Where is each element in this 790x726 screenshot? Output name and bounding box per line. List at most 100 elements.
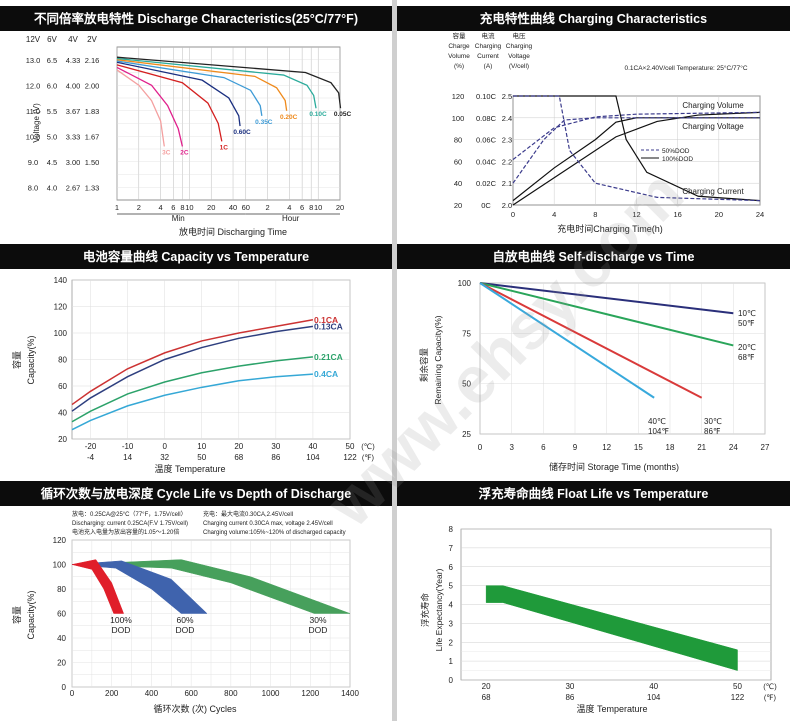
selfdis-x-tick: 9 [573, 443, 578, 452]
charging-x-tick: 0 [511, 210, 515, 219]
discharge-hour-label: Hour [282, 214, 300, 223]
discharge-curve-0.10C [116, 57, 317, 109]
float-unit-c: (℃) [763, 682, 777, 691]
captemp-x-tick-f: 68 [234, 453, 243, 462]
discharge-voltage-tick: 12.0 [26, 81, 41, 90]
cycle-note: Charging current 0.30CA max, voltage 2.4… [203, 521, 333, 527]
float-y-tick: 7 [449, 544, 454, 553]
cycle-x-tick: 1000 [262, 689, 280, 698]
cycle-label-dod: DOD [176, 625, 195, 635]
float-ylabel-en: Life Expectancy(Year) [434, 568, 444, 651]
charging-head-capacity: Volume [448, 53, 470, 60]
cycle-y-tick: 40 [57, 634, 66, 643]
selfdis-y-tick: 75 [462, 329, 471, 338]
discharge-ylabel: Voltage (V) [32, 103, 41, 143]
charging-current-tick: 0.08C [476, 114, 497, 123]
selfdis-label-c: 40℃ [648, 417, 666, 426]
cycle-x-tick: 200 [105, 689, 119, 698]
float-x-tick-f: 68 [482, 693, 491, 702]
discharge-voltage-tick: 4.00 [66, 81, 81, 90]
charging-current-tick: 0C [481, 201, 491, 210]
discharge-voltage-tick: 4.33 [66, 56, 81, 65]
float-x-tick-c: 50 [733, 682, 742, 691]
discharge-curve-0.20C [116, 59, 288, 111]
charging-head-capacity: Charge [448, 43, 470, 50]
float-y-tick: 8 [449, 525, 454, 534]
captemp-x-tick-f: 122 [343, 453, 357, 462]
cycle-ylabel-cn: 容量 [11, 606, 22, 624]
discharge-bar [0, 6, 392, 31]
charging-head-voltage: 电压 [513, 31, 527, 40]
charging-current-tick: 0.10C [476, 92, 497, 101]
captemp-unit-f: (℉) [362, 453, 375, 462]
discharge-col-head: 4V [68, 35, 78, 44]
captemp-x-tick-f: 104 [306, 453, 320, 462]
charging-volume-label: Charging Volume [682, 101, 744, 110]
selfdis-label-f: 68℉ [738, 353, 755, 362]
float-xlabel: 温度 Temperature [576, 703, 647, 714]
discharge-voltage-tick: 4.5 [47, 158, 57, 167]
cycle-note: Charging volume:105%~120% of discharged … [203, 530, 346, 536]
discharge-voltage-tick: 10.0 [26, 132, 41, 141]
discharge-voltage-tick: 2.67 [66, 183, 81, 192]
charging-x-tick: 20 [715, 210, 723, 219]
discharge-series-label: 0.60C [233, 129, 251, 136]
captemp-x-tick-c: 50 [346, 442, 355, 451]
float-band [485, 585, 738, 671]
capacity-temp-bar [0, 244, 392, 269]
discharge-x-tick: 10 [185, 203, 193, 212]
selfdis-x-tick: 21 [697, 443, 706, 452]
selfdis-xlabel: 储存时间 Storage Time (months) [549, 461, 679, 472]
captemp-ylabel-cn: 容量 [11, 351, 22, 369]
discharge-voltage-tick: 9.0 [28, 158, 38, 167]
captemp-x-tick-f: 86 [271, 453, 280, 462]
captemp-xlabel: 温度 Temperature [154, 463, 225, 474]
discharge-x-tick: 2 [265, 203, 269, 212]
selfdis-x-tick: 3 [509, 443, 514, 452]
captemp-x-tick-f: 32 [160, 453, 169, 462]
charging-legend-100: 100%DOD [662, 156, 693, 163]
discharge-curve-2C [116, 66, 184, 147]
selfdis-x-tick: 24 [729, 443, 738, 452]
charging-x-tick: 12 [632, 210, 640, 219]
discharge-x-tick: 20 [207, 203, 215, 212]
charging-current-tick: 0.06C [476, 136, 497, 145]
cycle-x-tick: 800 [224, 689, 238, 698]
captemp-x-tick-f: -4 [87, 453, 95, 462]
discharge-curve-1C [116, 64, 223, 142]
charging-voltage-tick: 2.0 [502, 201, 512, 210]
charging-condition: 0.1CA×2.40V/cell Temperature: 25°C/77°C [624, 64, 747, 72]
discharge-series-label: 3C [162, 149, 171, 156]
selfdis-x-tick: 27 [761, 443, 770, 452]
selfdis-label-c: 20℃ [738, 343, 756, 352]
float-y-tick: 1 [449, 657, 454, 666]
discharge-voltage-tick: 3.33 [66, 132, 81, 141]
discharge-voltage-tick: 6.5 [47, 56, 57, 65]
cycle-y-tick: 120 [53, 536, 67, 545]
discharge-voltage-tick: 1.83 [85, 107, 100, 116]
discharge-voltage-tick: 3.67 [66, 107, 81, 116]
cycle-x-tick: 600 [184, 689, 198, 698]
captemp-curve-0.4CA [71, 373, 313, 431]
cycle-x-tick: 0 [70, 689, 75, 698]
discharge-col-head: 12V [26, 35, 41, 44]
charging-capacity-tick: 40 [454, 179, 462, 188]
discharge-voltage-tick: 13.0 [26, 56, 41, 65]
charging-current-label: Charging Current [682, 187, 744, 196]
discharge-x-tick: 4 [287, 203, 291, 212]
charging-bar [397, 6, 790, 31]
discharge-x-tick: 8 [180, 203, 184, 212]
discharge-voltage-tick: 2.00 [85, 81, 100, 90]
captemp-x-tick-c: 30 [271, 442, 280, 451]
charging-voltage-tick: 2.2 [502, 157, 512, 166]
discharge-col-head: 6V [47, 35, 57, 44]
discharge-curve-3C [116, 69, 165, 147]
captemp-x-tick-c: 10 [197, 442, 206, 451]
discharge-voltage-tick: 11.0 [26, 107, 40, 116]
float-x-tick-f: 104 [647, 693, 661, 702]
charging-capacity-tick: 120 [452, 92, 465, 101]
charging-head-voltage: (V/cell) [509, 63, 529, 70]
captemp-x-tick-c: 0 [162, 442, 167, 451]
